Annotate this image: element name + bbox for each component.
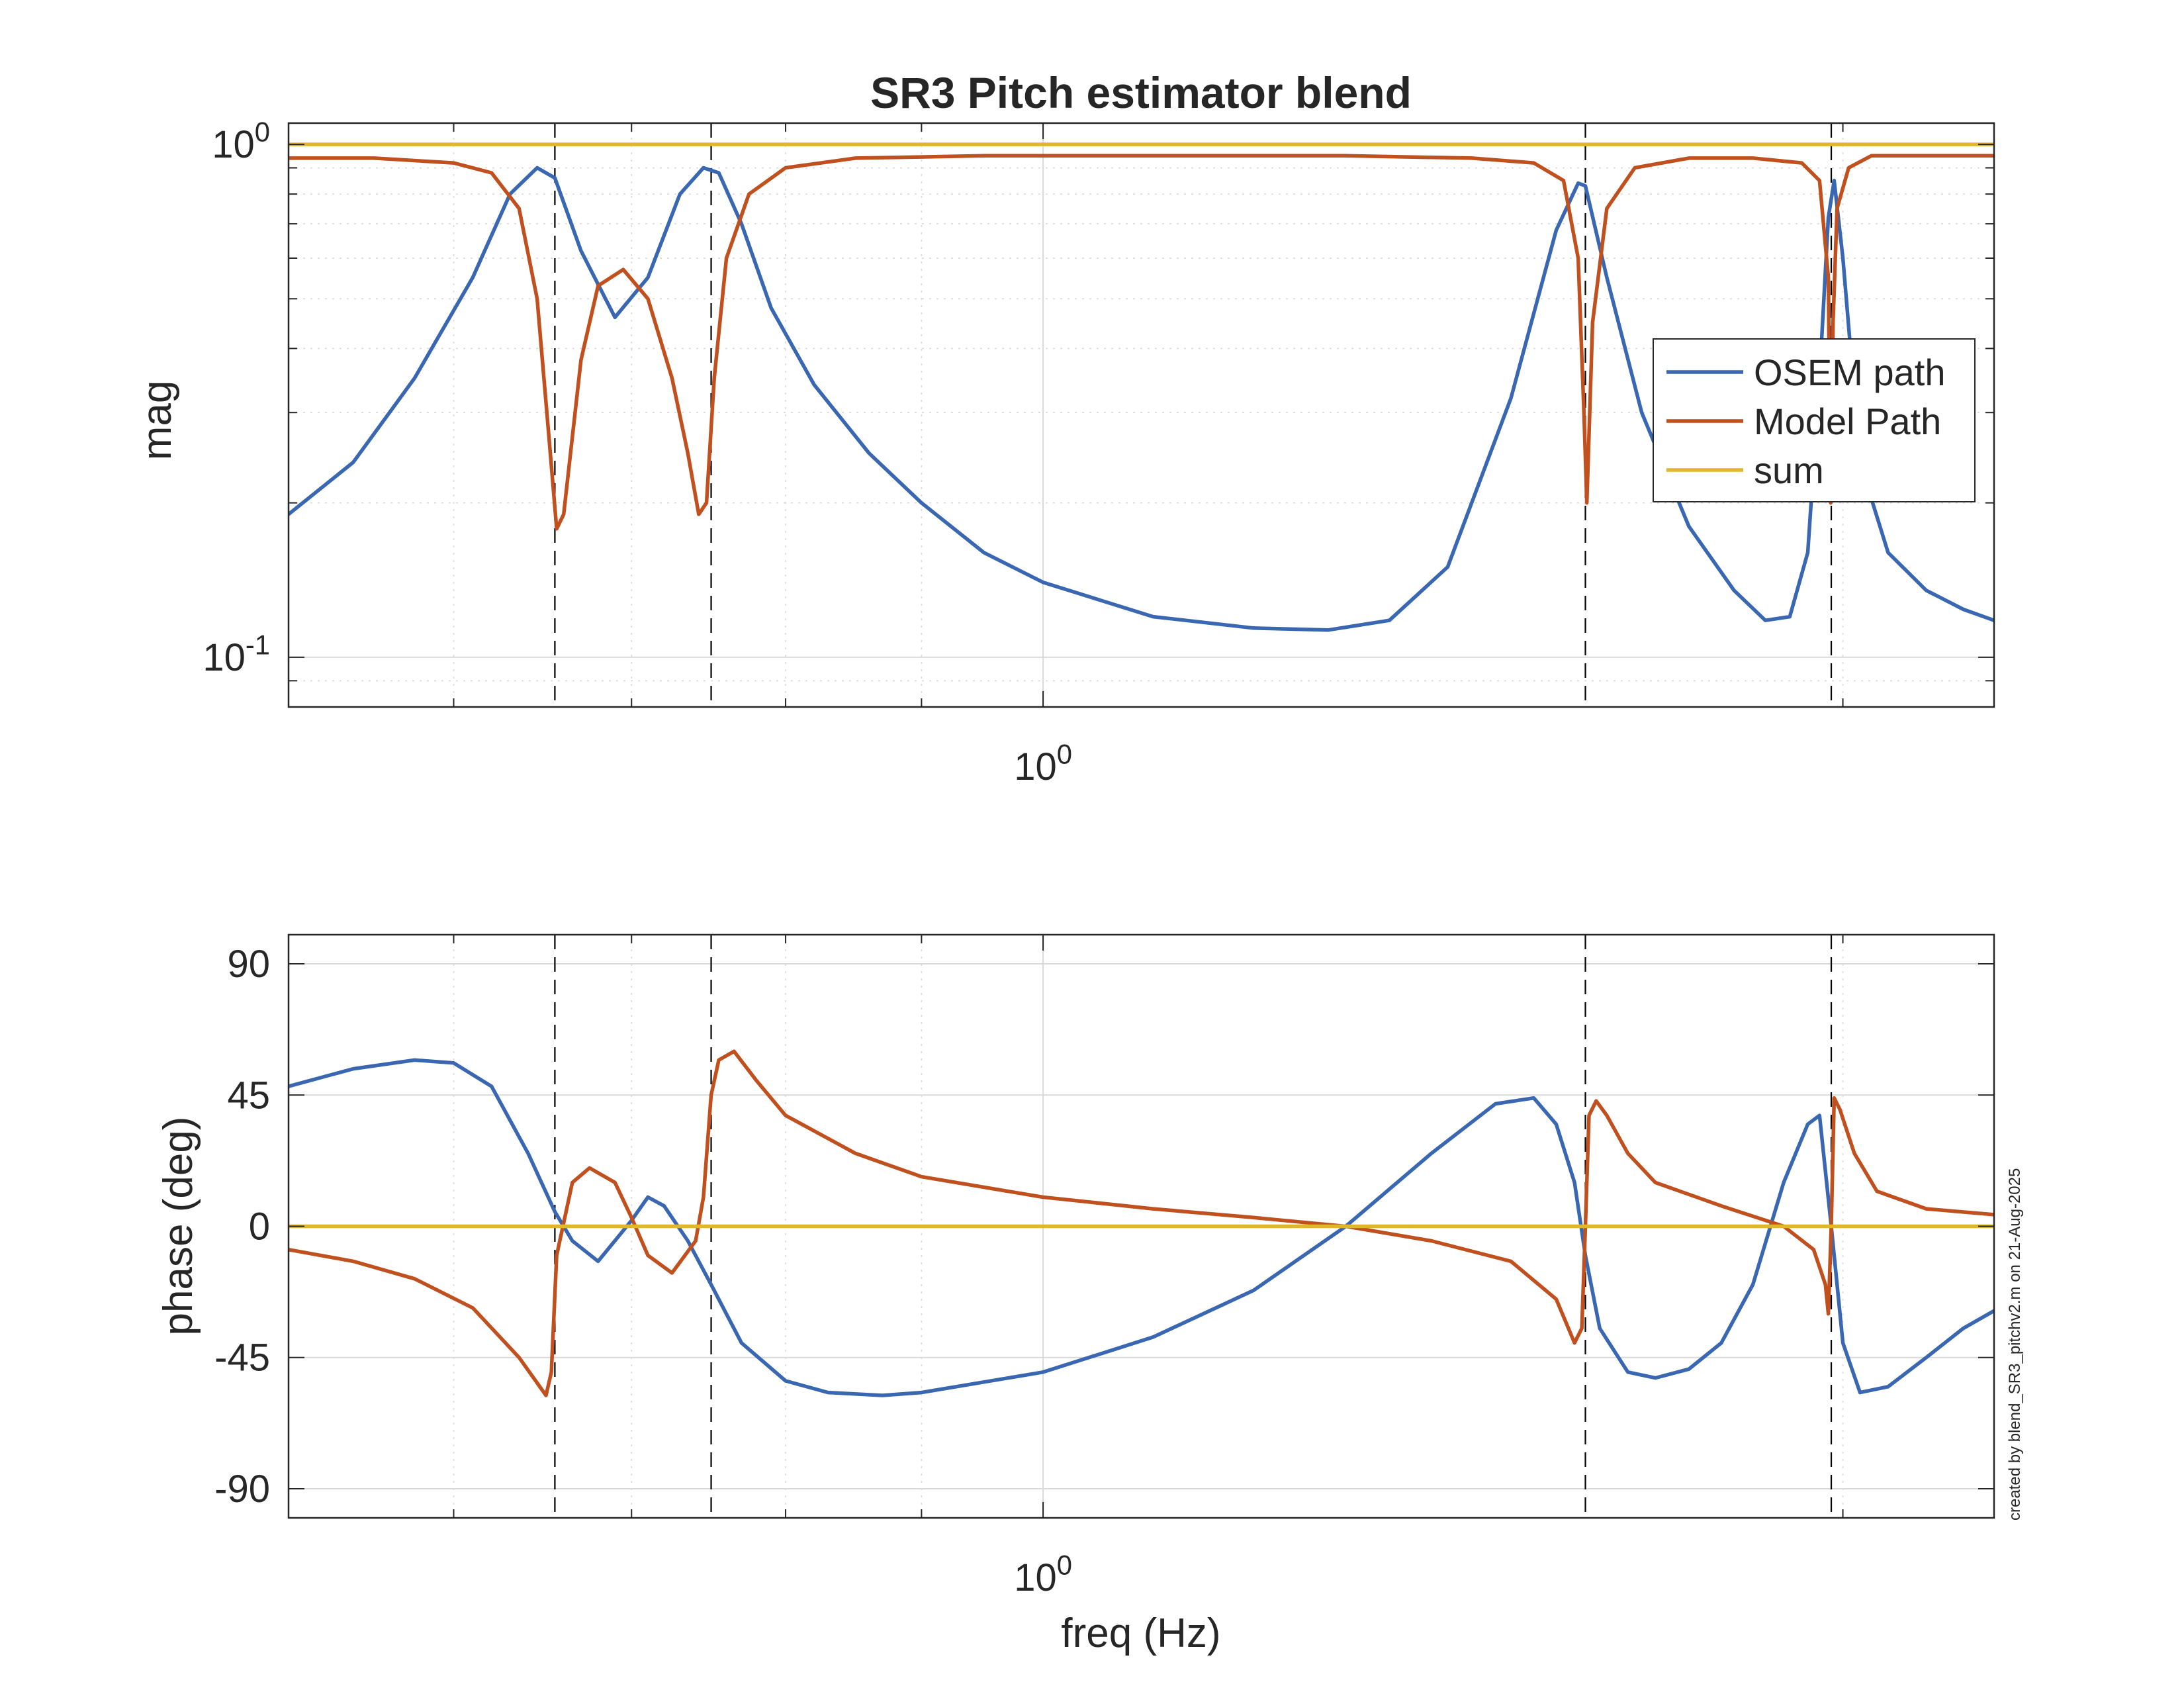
magnitude-vertical-markers <box>554 123 1833 707</box>
legend: OSEM path Model Path sum <box>1653 338 1976 502</box>
y-tick-label: -45 <box>214 1336 270 1380</box>
y-tick-label: 90 <box>227 943 270 986</box>
phase-tick-marks <box>289 935 1994 1518</box>
phase-vertical-markers <box>554 935 1833 1518</box>
footer-note: created by blend_SR3_pitchv2.m on 21-Aug… <box>2006 1168 2024 1521</box>
x-tick-label: 100 <box>1014 739 1072 788</box>
y-tick-label: 0 <box>249 1205 270 1248</box>
phase-panel: 100 -90 -45 0 45 90 phase (deg) freq (Hz) <box>156 933 1995 1656</box>
phase-x-axis-label: freq (Hz) <box>1061 1611 1220 1656</box>
y-tick-label: 100 <box>212 117 270 166</box>
legend-label-sum: sum <box>1754 449 1824 491</box>
phase-y-axis-label: phase (deg) <box>156 1117 201 1336</box>
y-tick-label: 45 <box>227 1074 270 1117</box>
mag-series-model-path <box>289 154 1994 531</box>
y-tick-label: 10-1 <box>203 630 270 679</box>
x-tick-label: 100 <box>1014 1550 1072 1599</box>
y-tick-label: -90 <box>214 1468 270 1511</box>
ph-series-model-path <box>289 1049 1994 1397</box>
magnitude-axes-box <box>287 122 1995 708</box>
chart-title: SR3 Pitch estimator blend <box>870 68 1412 117</box>
legend-label-osem-path: OSEM path <box>1754 352 1945 393</box>
legend-label-model-path: Model Path <box>1754 400 1941 442</box>
magnitude-series <box>289 142 1994 632</box>
phase-axes-box <box>287 933 1995 1519</box>
magnitude-tick-marks <box>289 123 1994 707</box>
phase-tick-labels: 100 -90 -45 0 45 90 <box>214 943 1072 1599</box>
magnitude-y-axis-label: mag <box>134 381 180 461</box>
phase-series <box>289 1049 1994 1397</box>
mag-series-osem-path <box>289 165 1994 632</box>
magnitude-panel: 100 10-1 100 mag OSEM path Model Path sum <box>134 117 1995 788</box>
